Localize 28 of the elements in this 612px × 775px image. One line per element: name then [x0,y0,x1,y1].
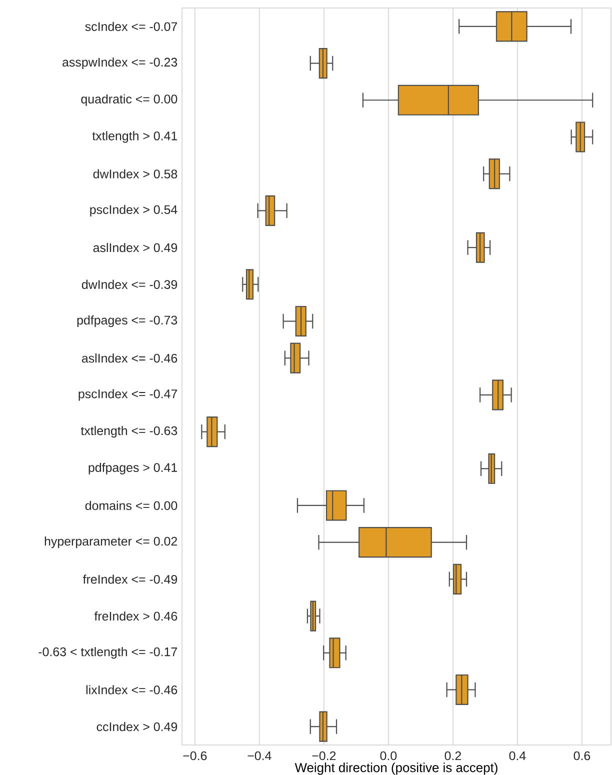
y-tick-label: -0.63 < txtlength <= -0.17 [38,647,178,659]
y-tick-label: asspwIndex <= -0.23 [62,57,178,70]
x-tick-label: 0.0 [380,751,397,760]
y-tick-label: freIndex <= -0.49 [82,574,178,584]
y-tick-label: lixIndex <= -0.46 [86,685,178,694]
x-tick-label: 0.6 [574,751,590,760]
y-tick-label: aslIndex <= -0.46 [82,354,178,363]
x-axis-title: Weight direction (positive is accept) [294,762,498,775]
x-tick-label: −0.4 [248,751,272,760]
y-tick-label: pdfpages <= -0.73 [77,315,178,328]
y-tick-label: scIndex <= -0.07 [85,22,178,32]
y-tick-label: dwIndex <= -0.39 [82,280,178,289]
y-tick-label: freIndex > 0.46 [94,611,178,621]
y-tick-label: txtlength > 0.41 [92,131,178,143]
y-tick-label: dwIndex > 0.58 [93,169,178,178]
y-tick-label: quadratic <= 0.00 [81,94,178,106]
x-tick-label: −0.6 [183,751,207,760]
y-tick-label: pscIndex <= -0.47 [78,389,178,401]
y-tick-label: domains <= 0.00 [85,500,178,510]
y-tick-label: pscIndex > 0.54 [90,204,178,216]
x-tick-label: 0.2 [444,751,461,760]
x-tick-label: 0.4 [509,751,526,760]
y-tick-label: hyperparameter <= 0.02 [44,536,177,548]
y-tick-label: txtlength <= -0.63 [80,426,178,438]
y-tick-label: ccIndex > 0.49 [96,722,178,732]
y-tick-label: pdfpages > 0.41 [88,462,178,474]
y-tick-label: aslIndex > 0.49 [93,242,178,252]
x-tick-label: −0.2 [312,751,336,760]
